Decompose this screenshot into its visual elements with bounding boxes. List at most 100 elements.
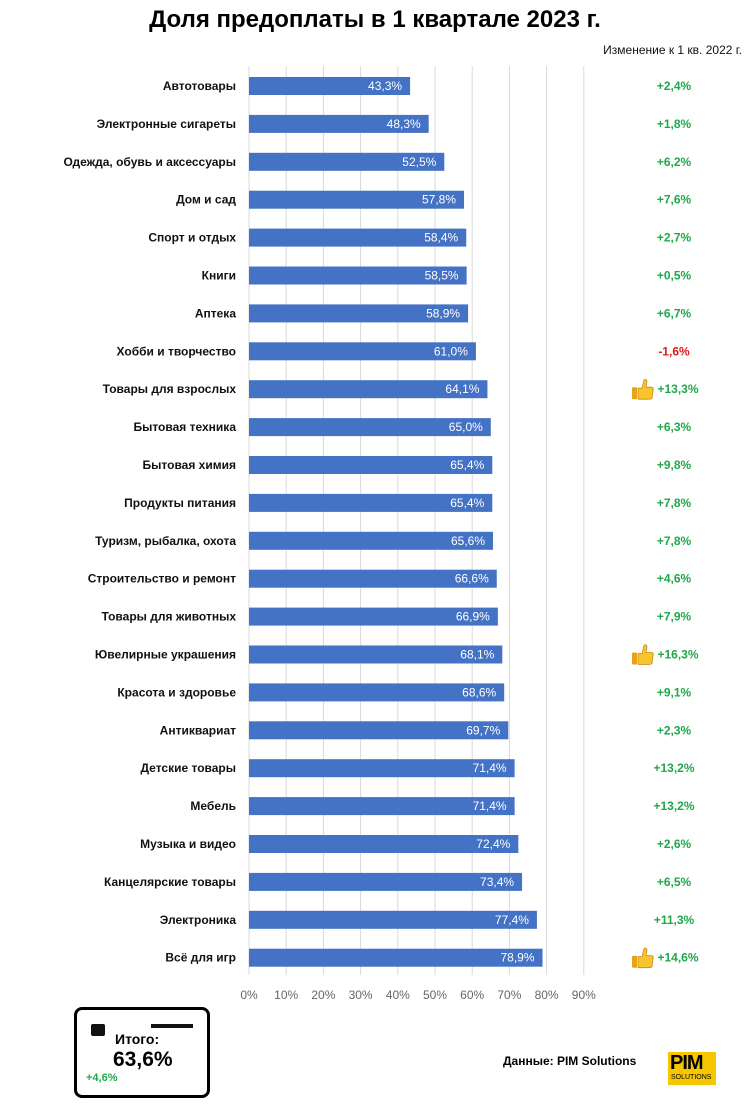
change-label: +2,6% — [657, 837, 692, 851]
change-label: +9,8% — [657, 458, 692, 472]
category-label: Всё для игр — [165, 951, 236, 965]
category-label: Детские товары — [140, 761, 236, 775]
bar — [249, 152, 445, 171]
bar — [249, 872, 523, 891]
value-label: 65,4% — [450, 496, 484, 510]
value-label: 78,9% — [500, 951, 534, 965]
bar — [249, 380, 488, 399]
thumbs-up-icon — [632, 379, 654, 400]
change-label: +16,3% — [657, 648, 698, 662]
thumbs-up-icon — [632, 947, 654, 969]
x-tick-label: 80% — [535, 988, 559, 1002]
logo-subtext: SOLUTIONS — [671, 1074, 712, 1081]
x-tick-label: 70% — [497, 988, 521, 1002]
change-label: +2,4% — [657, 79, 692, 93]
value-label: 72,4% — [476, 837, 510, 851]
chart-title: Доля предоплаты в 1 квартале 2023 г. — [149, 6, 601, 33]
category-label: Строительство и ремонт — [88, 572, 236, 586]
bar — [249, 797, 515, 816]
bar — [249, 835, 519, 853]
logo-text: PIM — [670, 1052, 704, 1074]
value-label: 66,9% — [456, 610, 490, 624]
category-label: Аптека — [195, 306, 236, 320]
change-label: +13,3% — [657, 382, 698, 396]
change-label: +7,8% — [657, 496, 692, 510]
bar — [249, 645, 503, 664]
change-label: +7,9% — [657, 610, 692, 624]
category-label: Ювелирные украшения — [95, 648, 236, 662]
category-label: Книги — [202, 269, 236, 283]
value-label: 57,8% — [422, 193, 456, 207]
value-label: 61,0% — [434, 344, 468, 358]
category-label: Бытовая техника — [133, 420, 236, 434]
bar — [249, 456, 493, 474]
bar-chart: 0% 10% 20% 30% 40% 50% 60% 70% 80% 90% Автотовары 4… — [63, 66, 699, 1002]
category-label: Антиквариат — [160, 723, 236, 737]
category-label: Красота и здоровье — [117, 685, 236, 699]
card-stripe — [151, 1024, 193, 1028]
value-label: 77,4% — [495, 913, 529, 927]
change-label: +2,7% — [657, 231, 692, 245]
bar — [249, 342, 476, 361]
change-label: +6,7% — [657, 306, 692, 320]
category-label: Электронные сигареты — [97, 117, 236, 131]
x-tick-label: 60% — [460, 988, 484, 1002]
x-tick-label: 50% — [423, 988, 447, 1002]
data-source: Данные: PIM Solutions — [503, 1054, 637, 1068]
category-label: Дом и сад — [176, 193, 236, 207]
change-label: +6,2% — [657, 155, 692, 169]
total-card: Итого: 63,6% +4,6% — [74, 1007, 210, 1098]
x-tick-label: 40% — [386, 988, 410, 1002]
category-label: Мебель — [190, 799, 236, 813]
change-label: +13,2% — [653, 761, 694, 775]
change-label: +13,2% — [653, 799, 694, 813]
bar — [249, 190, 465, 209]
bar — [249, 569, 497, 588]
value-label: 58,4% — [424, 231, 458, 245]
category-label: Электроника — [160, 913, 237, 927]
value-label: 58,5% — [425, 269, 459, 283]
category-label: Товары для животных — [102, 610, 237, 624]
category-label: Хобби и творчество — [117, 344, 236, 358]
value-label: 64,1% — [445, 382, 479, 396]
x-tick-label: 90% — [572, 988, 596, 1002]
change-label: +6,3% — [657, 420, 692, 434]
change-label: +9,1% — [657, 685, 692, 699]
value-label: 68,1% — [460, 648, 494, 662]
total-change: +4,6% — [86, 1072, 118, 1084]
change-label: +0,5% — [657, 269, 692, 283]
value-label: 52,5% — [402, 155, 436, 169]
bar — [249, 759, 515, 778]
bar — [249, 683, 505, 702]
category-label: Канцелярские товары — [104, 875, 236, 889]
x-tick-label: 20% — [311, 988, 335, 1002]
value-label: 68,6% — [462, 685, 496, 699]
thumbs-up-icon — [632, 644, 654, 665]
value-label: 73,4% — [480, 875, 514, 889]
change-label: +2,3% — [657, 723, 692, 737]
change-label: +4,6% — [657, 572, 692, 586]
change-label: +11,3% — [654, 913, 695, 927]
category-label: Одежда, обувь и аксессуары — [63, 155, 236, 169]
card-chip-icon — [91, 1024, 105, 1036]
bar — [249, 77, 411, 95]
value-label: 48,3% — [387, 117, 421, 131]
value-label: 69,7% — [466, 723, 500, 737]
value-label: 65,4% — [450, 458, 484, 472]
value-label: 65,6% — [451, 534, 485, 548]
change-label: +14,6% — [657, 951, 698, 965]
value-label: 65,0% — [449, 420, 483, 434]
category-label: Туризм, рыбалка, охота — [95, 534, 236, 548]
value-label: 71,4% — [473, 799, 507, 813]
bar — [249, 910, 537, 929]
category-label: Бытовая химия — [143, 458, 236, 472]
bar — [249, 721, 509, 740]
change-column-header: Изменение к 1 кв. 2022 г. — [603, 43, 742, 57]
value-label: 43,3% — [368, 79, 402, 93]
change-label: +7,6% — [657, 193, 692, 207]
bar — [249, 531, 494, 550]
x-tick-label: 0% — [240, 988, 258, 1002]
bar — [249, 948, 543, 967]
change-label: +6,5% — [657, 875, 692, 889]
change-label: -1,6% — [658, 344, 690, 358]
